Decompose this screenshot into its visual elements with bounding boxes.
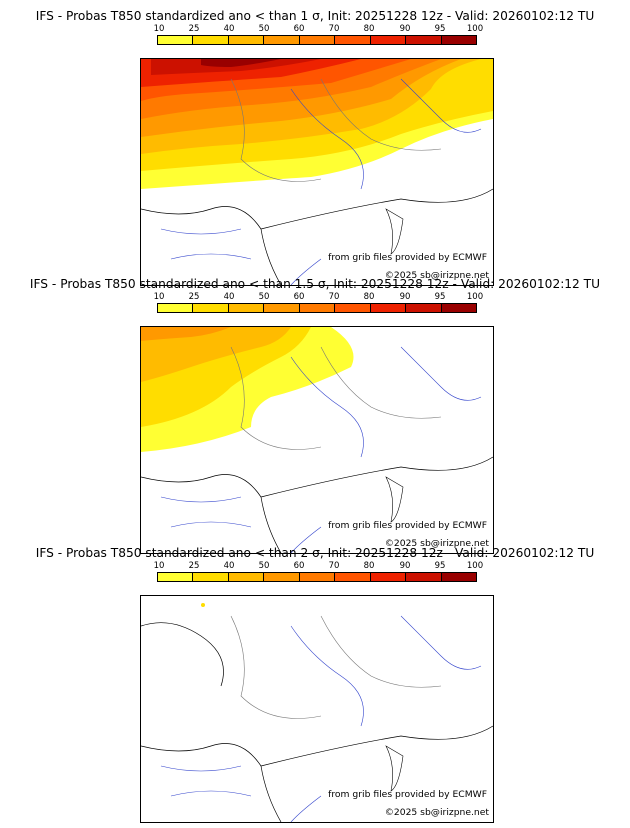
colorbar-tick: 50 — [258, 561, 270, 571]
colorbar-swatch — [193, 304, 229, 312]
colorbar-tick: 40 — [223, 24, 235, 34]
colorbar-swatch — [299, 304, 336, 312]
colorbar-tick: 95 — [434, 24, 446, 34]
colorbar-tick: 100 — [466, 24, 484, 34]
colorbar-tick: 40 — [223, 561, 235, 571]
map-graphic — [141, 327, 493, 553]
colorbar-tick: 25 — [188, 561, 200, 571]
colorbar-tick: 90 — [399, 24, 411, 34]
credit-copyright: ©2025 sb@irizpne.net — [384, 538, 489, 549]
colorbar-tick: 50 — [258, 292, 270, 302]
colorbar-swatch — [335, 304, 371, 312]
credit-provider: from grib files provided by ECMWF — [328, 789, 487, 800]
credit-copyright: ©2025 sb@irizpne.net — [384, 270, 489, 281]
colorbar-swatch — [370, 36, 407, 44]
colorbar-swatch — [370, 573, 407, 581]
colorbar-tick: 10 — [153, 24, 165, 34]
colorbar-tick: 25 — [188, 24, 200, 34]
colorbar-tick: 90 — [399, 561, 411, 571]
credit-copyright: ©2025 sb@irizpne.net — [384, 807, 489, 818]
colorbar-tick: 95 — [434, 561, 446, 571]
colorbar-swatch — [228, 304, 265, 312]
colorbar-tick: 40 — [223, 292, 235, 302]
colorbar-swatch — [441, 573, 476, 581]
colorbar-swatch — [228, 36, 265, 44]
colorbar-tick: 80 — [363, 24, 375, 34]
colorbar-swatch — [193, 36, 229, 44]
panel-title: IFS - Probas T850 standardized ano < tha… — [29, 277, 601, 291]
colorbar-swatch — [406, 304, 442, 312]
colorbar-swatch — [441, 36, 476, 44]
colorbar-swatch — [228, 573, 265, 581]
colorbar: 10 25 40 50 60 70 80 90 95 100 — [153, 292, 484, 322]
colorbar-swatches — [157, 572, 477, 582]
colorbar-swatches — [157, 35, 477, 45]
colorbar-swatch — [406, 573, 442, 581]
credit-provider: from grib files provided by ECMWF — [328, 520, 487, 531]
colorbar-tick: 50 — [258, 24, 270, 34]
colorbar-swatch — [158, 304, 194, 312]
colorbar-tick: 10 — [153, 292, 165, 302]
colorbar-tick: 100 — [466, 292, 484, 302]
colorbar-swatch — [158, 573, 194, 581]
colorbar-tick: 80 — [363, 292, 375, 302]
map-graphic — [141, 603, 493, 822]
colorbar-swatch — [335, 573, 371, 581]
colorbar-tick: 70 — [328, 292, 340, 302]
colorbar-tick: 60 — [293, 292, 305, 302]
panel-title: IFS - Probas T850 standardized ano < tha… — [35, 546, 595, 560]
colorbar-tick: 95 — [434, 292, 446, 302]
colorbar-tick: 60 — [293, 561, 305, 571]
map-panel-2sigma: IFS - Probas T850 standardized ano < tha… — [0, 545, 630, 823]
colorbar-swatch — [441, 304, 476, 312]
probability-map: from grib files provided by ECMWF ©2025 … — [140, 326, 494, 554]
colorbar-swatch — [158, 36, 194, 44]
colorbar-tick: 80 — [363, 561, 375, 571]
colorbar-tick: 25 — [188, 292, 200, 302]
colorbar-swatch — [370, 304, 407, 312]
colorbar-swatch — [264, 36, 300, 44]
map-graphic — [141, 59, 493, 285]
colorbar-tick: 60 — [293, 24, 305, 34]
probability-map: from grib files provided by ECMWF ©2025 … — [140, 58, 494, 286]
colorbar-swatches — [157, 303, 477, 313]
colorbar-ticks: 10 25 40 50 60 70 80 90 95 100 — [153, 292, 484, 302]
colorbar: 10 25 40 50 60 70 80 90 95 100 — [153, 561, 484, 591]
colorbar-swatch — [264, 573, 300, 581]
panel-title: IFS - Probas T850 standardized ano < tha… — [35, 9, 595, 23]
colorbar-ticks: 10 25 40 50 60 70 80 90 95 100 — [153, 561, 484, 571]
credit-provider: from grib files provided by ECMWF — [328, 252, 487, 263]
map-panel-1-5sigma: IFS - Probas T850 standardized ano < tha… — [0, 276, 630, 554]
colorbar-tick: 70 — [328, 561, 340, 571]
colorbar-swatch — [406, 36, 442, 44]
colorbar-swatch — [299, 36, 336, 44]
colorbar-tick: 10 — [153, 561, 165, 571]
map-panel-1sigma: IFS - Probas T850 standardized ano < tha… — [0, 8, 630, 286]
colorbar-tick: 100 — [466, 561, 484, 571]
colorbar-swatch — [335, 36, 371, 44]
colorbar-swatch — [299, 573, 336, 581]
colorbar-swatch — [264, 304, 300, 312]
colorbar-ticks: 10 25 40 50 60 70 80 90 95 100 — [153, 24, 484, 34]
probability-map: from grib files provided by ECMWF ©2025 … — [140, 595, 494, 823]
colorbar-swatch — [193, 573, 229, 581]
colorbar-tick: 90 — [399, 292, 411, 302]
colorbar: 10 25 40 50 60 70 80 90 95 100 — [153, 24, 484, 54]
colorbar-tick: 70 — [328, 24, 340, 34]
